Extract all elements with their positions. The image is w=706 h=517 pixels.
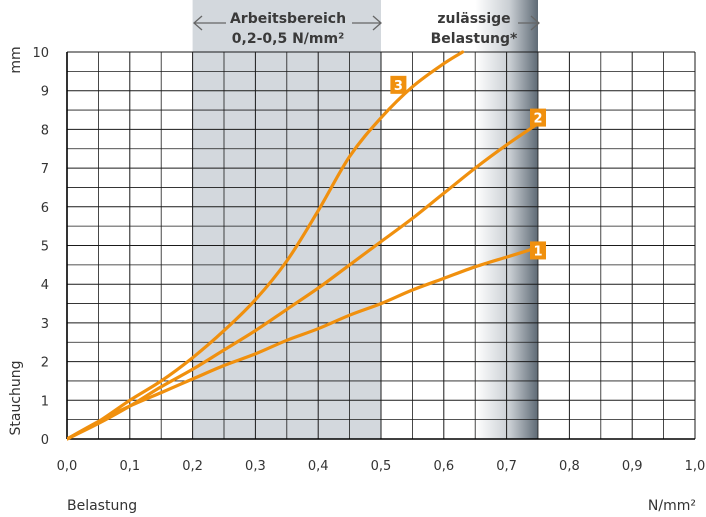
working-range-label-line2: 0,2-0,5 N/mm² <box>232 31 344 47</box>
y-axis-title: Stauchung <box>8 360 24 435</box>
y-tick-label: 0 <box>41 433 49 448</box>
permissible-load-label-line2: Belastung* <box>431 31 518 47</box>
curve-label-text: 2 <box>533 112 542 127</box>
working-range-label-line1: Arbeitsbereich <box>230 11 346 27</box>
left-arrow-icon <box>193 15 226 31</box>
curve-label-text: 1 <box>533 244 542 259</box>
permissible-load-label: zulässige Belastung* <box>431 11 540 47</box>
x-tick-label: 0,3 <box>245 459 266 474</box>
curve-label-text: 3 <box>394 79 403 94</box>
curve-1 <box>67 245 540 441</box>
x-tick-label: 0,8 <box>559 459 580 474</box>
y-tick-label: 9 <box>41 85 49 100</box>
y-tick-label: 8 <box>41 123 49 138</box>
right-arrow-icon <box>352 15 382 31</box>
permissible-load-label-line1: zulässige <box>437 11 510 27</box>
curve-3 <box>67 50 465 441</box>
curve-label-3: 3 <box>390 75 407 94</box>
y-tick-label: 2 <box>41 356 49 371</box>
x-tick-label: 0,7 <box>496 459 517 474</box>
curve-label-2: 2 <box>530 108 546 127</box>
curve-2 <box>67 122 540 441</box>
y-tick-label: 5 <box>41 240 49 255</box>
right-arrow-icon <box>518 15 540 31</box>
curve-labels: 1 2 3 <box>390 75 546 260</box>
tick-labels: 0,0 0,1 0,2 0,3 0,4 0,5 0,6 0,7 0,8 0,9 1,0 0 1 2 3 4 5 6… <box>32 46 705 474</box>
x-tick-label: 0,6 <box>433 459 454 474</box>
background-bands <box>192 0 538 439</box>
curve-label-1: 1 <box>530 241 546 260</box>
y-tick-label: 10 <box>32 46 49 61</box>
x-tick-label: 0,0 <box>57 459 78 474</box>
x-tick-label: 0,1 <box>119 459 140 474</box>
y-tick-label: 7 <box>41 162 49 177</box>
x-tick-label: 1,0 <box>685 459 706 474</box>
y-tick-label: 6 <box>41 201 49 216</box>
axes <box>66 52 695 440</box>
y-tick-label: 1 <box>41 394 49 409</box>
curves <box>67 50 540 441</box>
x-tick-label: 0,5 <box>371 459 392 474</box>
x-tick-label: 0,2 <box>182 459 203 474</box>
working-range-label: Arbeitsbereich 0,2-0,5 N/mm² <box>193 11 382 47</box>
grid <box>66 51 696 440</box>
curve-label-box <box>530 241 546 260</box>
x-axis-title: Belastung <box>67 498 137 514</box>
curve-label-box <box>390 75 407 94</box>
curve-label-box <box>530 108 546 127</box>
x-tick-label: 0,4 <box>308 459 329 474</box>
x-tick-label: 0,9 <box>622 459 643 474</box>
y-tick-label: 3 <box>41 317 49 332</box>
y-tick-label: 4 <box>41 278 49 293</box>
y-unit-label: mm <box>8 46 24 73</box>
x-unit-label: N/mm² <box>648 498 696 514</box>
